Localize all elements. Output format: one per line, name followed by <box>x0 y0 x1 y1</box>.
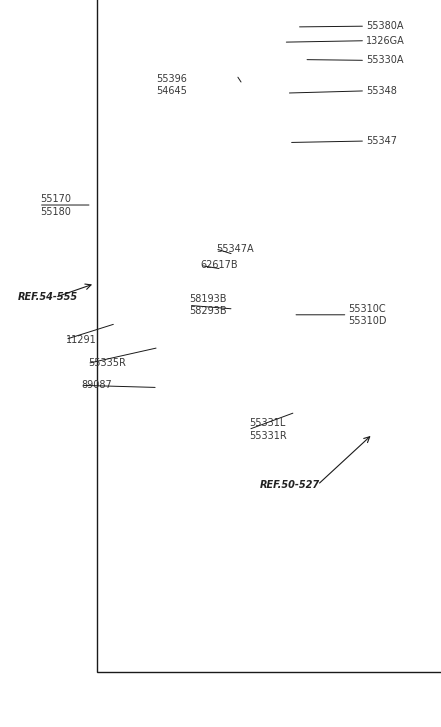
Text: 55331R: 55331R <box>249 431 287 441</box>
Circle shape <box>0 25 441 727</box>
Text: 11291: 11291 <box>66 334 97 345</box>
Circle shape <box>0 188 363 587</box>
Ellipse shape <box>0 0 441 427</box>
Ellipse shape <box>0 0 441 601</box>
Text: 58293B: 58293B <box>190 306 227 316</box>
Ellipse shape <box>106 0 141 723</box>
Ellipse shape <box>0 127 441 527</box>
Circle shape <box>71 0 441 242</box>
Text: 54645: 54645 <box>157 86 187 96</box>
Ellipse shape <box>259 0 292 688</box>
Ellipse shape <box>0 0 441 582</box>
Ellipse shape <box>109 0 138 727</box>
Ellipse shape <box>0 0 441 707</box>
Ellipse shape <box>0 0 441 594</box>
Ellipse shape <box>0 0 441 575</box>
Text: 55331L: 55331L <box>249 418 285 428</box>
Text: 62617B: 62617B <box>201 260 238 270</box>
Text: 55396: 55396 <box>157 73 187 84</box>
Circle shape <box>0 0 441 492</box>
Text: 55347A: 55347A <box>216 244 254 254</box>
Text: 55170: 55170 <box>40 194 71 204</box>
Ellipse shape <box>0 0 441 587</box>
Ellipse shape <box>0 0 441 361</box>
Circle shape <box>73 0 441 221</box>
Text: a: a <box>238 328 243 337</box>
Ellipse shape <box>0 71 441 571</box>
Text: 58193B: 58193B <box>190 294 227 304</box>
Text: 55310C: 55310C <box>348 304 386 314</box>
Ellipse shape <box>0 0 441 561</box>
Ellipse shape <box>92 0 155 727</box>
Ellipse shape <box>0 7 412 706</box>
Text: 55335R: 55335R <box>88 358 126 369</box>
Ellipse shape <box>0 0 441 425</box>
Ellipse shape <box>0 0 441 504</box>
Ellipse shape <box>259 0 292 727</box>
Ellipse shape <box>92 0 155 727</box>
Ellipse shape <box>97 0 150 727</box>
Text: 1326GA: 1326GA <box>366 36 405 46</box>
Circle shape <box>0 0 441 688</box>
Circle shape <box>0 34 441 635</box>
Ellipse shape <box>259 0 292 727</box>
Ellipse shape <box>0 92 441 492</box>
Text: 55380A: 55380A <box>366 21 404 31</box>
Ellipse shape <box>0 0 441 271</box>
Text: 55347: 55347 <box>366 136 397 146</box>
Text: 89087: 89087 <box>82 380 112 390</box>
Ellipse shape <box>0 0 441 275</box>
Text: REF.54-555: REF.54-555 <box>18 292 78 302</box>
Ellipse shape <box>0 0 441 575</box>
Text: REF.50-527: REF.50-527 <box>260 480 320 490</box>
Circle shape <box>0 0 441 358</box>
Circle shape <box>0 7 441 727</box>
Text: 55180: 55180 <box>40 206 71 217</box>
Text: 55330A: 55330A <box>366 55 404 65</box>
Text: 55348: 55348 <box>366 86 397 96</box>
Text: 55310D: 55310D <box>348 316 387 326</box>
Circle shape <box>0 0 441 358</box>
